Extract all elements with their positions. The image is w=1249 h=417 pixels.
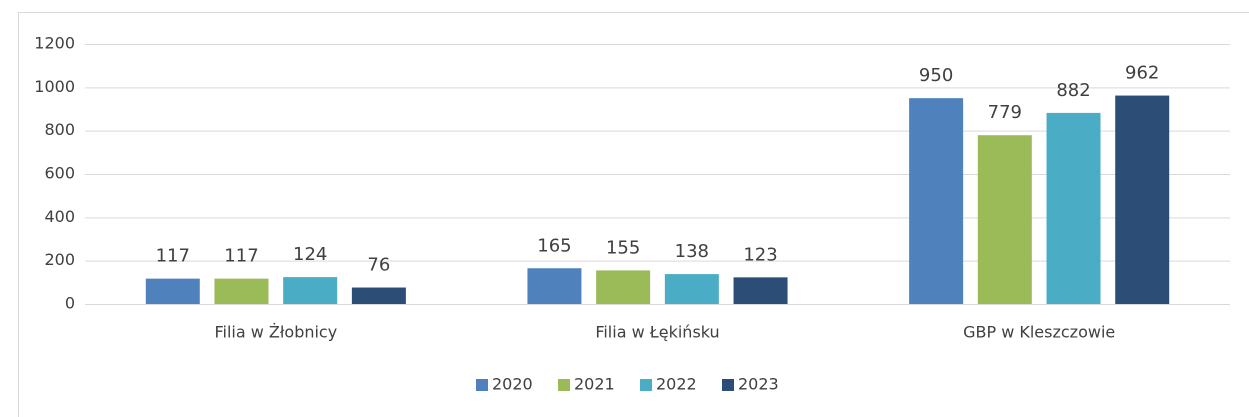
y-tick-label: 600	[44, 164, 75, 183]
x-tick-label: Filia w Żłobnicy	[214, 323, 337, 342]
y-tick-label: 1200	[34, 34, 75, 53]
bar	[283, 277, 338, 304]
legend-label: 2020	[492, 375, 533, 394]
y-tick-label: 0	[65, 294, 75, 313]
y-tick-label: 800	[44, 120, 75, 139]
y-tick-label: 200	[44, 250, 75, 269]
bar	[909, 98, 964, 305]
data-label: 962	[1125, 63, 1159, 84]
legend-label: 2022	[656, 375, 697, 394]
bar	[527, 268, 582, 304]
bar	[977, 135, 1032, 304]
chart-frame	[18, 12, 1249, 417]
data-label: 117	[224, 246, 258, 267]
bar	[664, 274, 719, 304]
data-label: 882	[1056, 80, 1090, 101]
legend-swatch	[476, 379, 488, 391]
data-label: 123	[743, 244, 777, 265]
bar	[1046, 112, 1101, 305]
data-label: 950	[919, 65, 953, 86]
x-tick-label: GBP w Kleszczowie	[963, 323, 1115, 342]
y-tick-label: 1000	[34, 77, 75, 96]
y-tick-label: 400	[44, 207, 75, 226]
data-label: 779	[988, 102, 1022, 123]
data-label: 124	[293, 244, 327, 265]
data-label: 76	[367, 255, 390, 276]
bar	[351, 287, 406, 304]
bar	[596, 270, 651, 304]
bar	[1115, 95, 1170, 304]
legend-swatch	[640, 379, 652, 391]
data-label: 117	[156, 246, 190, 267]
legend-swatch	[722, 379, 734, 391]
bar	[145, 278, 200, 304]
data-label: 155	[606, 237, 640, 258]
bar	[214, 278, 269, 304]
data-label: 138	[675, 241, 709, 262]
data-label: 165	[537, 235, 571, 256]
x-tick-label: Filia w Łękińsku	[595, 323, 719, 342]
legend-label: 2021	[574, 375, 615, 394]
bar	[733, 277, 788, 304]
legend-label: 2023	[738, 375, 779, 394]
legend-swatch	[558, 379, 570, 391]
